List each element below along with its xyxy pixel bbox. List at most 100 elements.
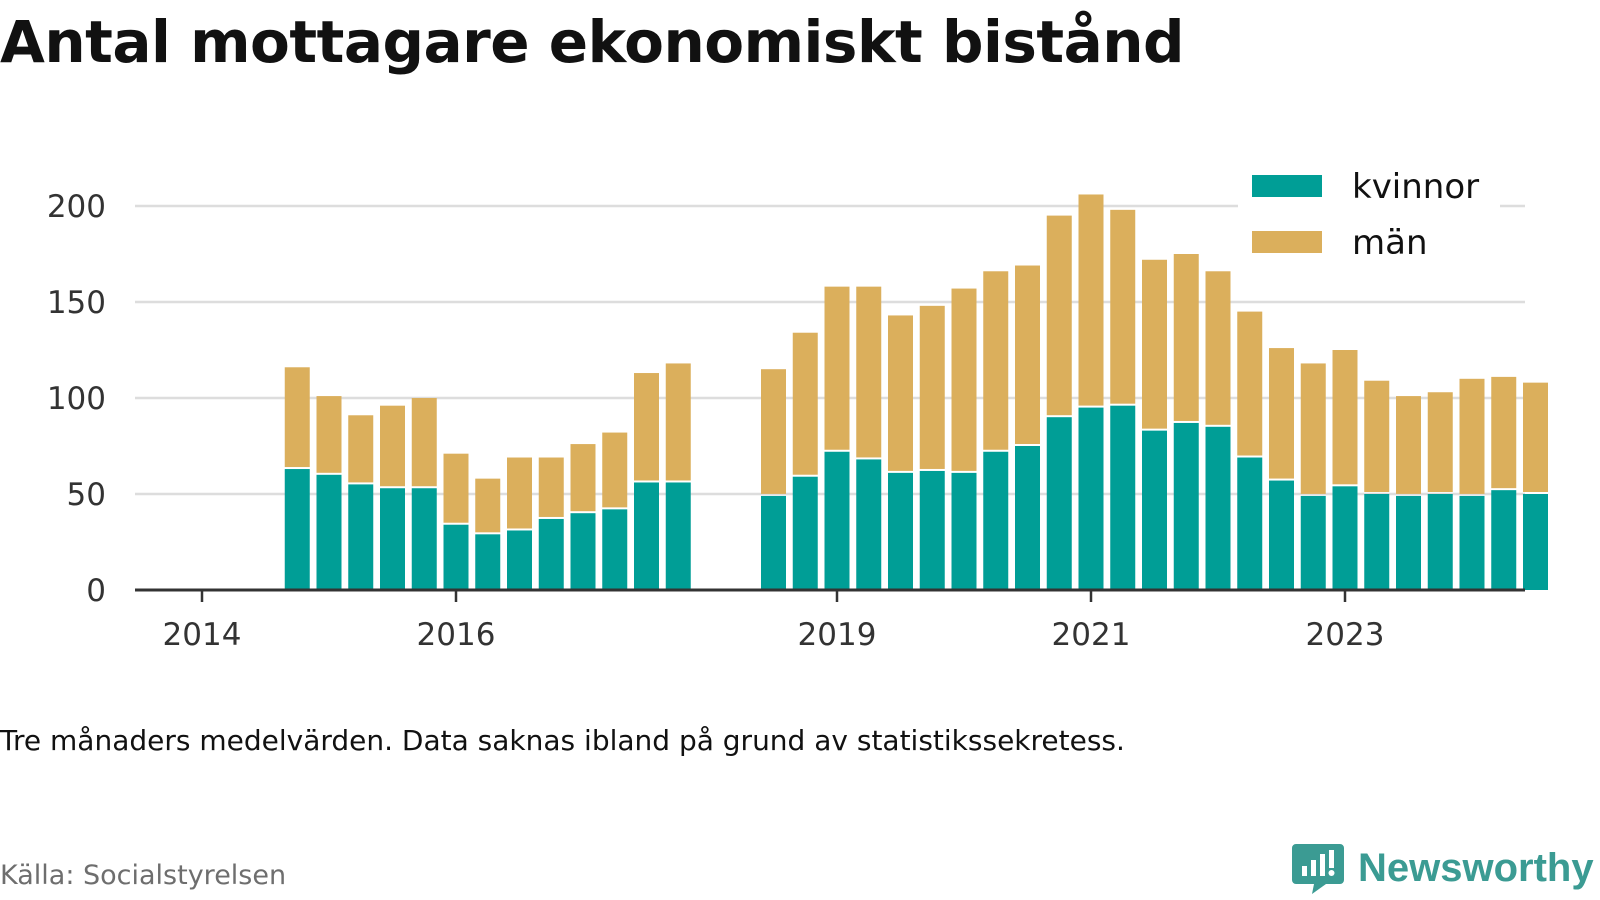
bar-man <box>1110 209 1136 404</box>
bar-man <box>1078 194 1104 406</box>
bar-man <box>602 432 628 508</box>
bar-kvinnor <box>665 482 691 590</box>
legend-label: män <box>1352 223 1428 263</box>
bar-kvinnor <box>538 518 564 590</box>
bar-man <box>983 271 1009 450</box>
bar-man <box>1237 311 1263 456</box>
y-tick-label: 200 <box>47 189 106 225</box>
bar-kvinnor <box>634 482 659 590</box>
bar-man <box>665 363 691 481</box>
bar-man <box>411 398 437 487</box>
bar-kvinnor <box>919 470 945 590</box>
bar-kvinnor <box>888 472 913 590</box>
bar-man <box>1015 265 1040 444</box>
bar-kvinnor <box>951 472 977 590</box>
bar-man <box>348 415 374 483</box>
bar-man <box>1173 254 1199 421</box>
bar-man <box>634 373 659 481</box>
bar-kvinnor <box>316 474 342 590</box>
newsworthy-logo-icon <box>1292 844 1344 894</box>
bar-kvinnor <box>1427 494 1453 590</box>
x-tick-label: 2019 <box>798 617 877 653</box>
bar-man <box>538 457 564 517</box>
bars <box>284 194 1548 590</box>
bar-man <box>856 286 882 458</box>
bar-kvinnor <box>507 530 532 590</box>
bar-man <box>761 369 786 494</box>
x-axis-ticks: 2014 2016 2019 2021 2023 <box>163 590 1384 653</box>
bar-kvinnor <box>1046 417 1072 590</box>
bar-kvinnor <box>761 495 786 590</box>
bar-kvinnor <box>380 488 405 590</box>
legend-swatch <box>1252 231 1322 253</box>
bar-kvinnor <box>983 451 1009 590</box>
bar-man <box>1269 348 1294 479</box>
bar-kvinnor <box>856 459 882 590</box>
bar-man <box>919 305 945 469</box>
brand-name: Newsworthy <box>1358 845 1594 890</box>
bar-kvinnor <box>1142 430 1167 590</box>
legend-swatch <box>1252 175 1322 197</box>
bar-man <box>443 453 469 523</box>
bar-kvinnor <box>1110 405 1136 590</box>
bar-kvinnor <box>1491 490 1517 590</box>
y-tick-label: 150 <box>47 285 106 321</box>
bar-man <box>824 286 850 450</box>
x-tick-label: 2014 <box>163 617 242 653</box>
bar-kvinnor <box>284 469 310 590</box>
bar-man <box>316 396 342 473</box>
bar-kvinnor <box>824 451 850 590</box>
legend: kvinnor män <box>1238 167 1500 278</box>
bar-kvinnor <box>1078 407 1104 590</box>
bar-kvinnor <box>570 513 596 590</box>
bar-kvinnor <box>1300 495 1326 590</box>
bar-man <box>1142 259 1167 429</box>
bar-kvinnor <box>475 534 501 590</box>
bar-kvinnor <box>411 488 437 590</box>
bar-man <box>1046 215 1072 416</box>
source-text: Källa: Socialstyrelsen <box>0 860 287 891</box>
bar-man <box>792 332 818 475</box>
x-tick-label: 2021 <box>1052 617 1131 653</box>
bar-man <box>1364 380 1390 492</box>
bar-kvinnor <box>1205 426 1231 590</box>
bar-kvinnor <box>1364 494 1390 590</box>
x-tick-label: 2016 <box>417 617 496 653</box>
bar-kvinnor <box>792 476 818 590</box>
y-axis-ticks: 0 50 100 150 200 <box>47 189 106 609</box>
bar-kvinnor <box>1173 422 1199 590</box>
bar-kvinnor <box>1459 495 1485 590</box>
legend-label: kvinnor <box>1352 167 1479 207</box>
bar-man <box>1459 378 1485 494</box>
bar-man <box>475 478 501 533</box>
bar-man <box>1300 363 1326 494</box>
page-title: Antal mottagare ekonomiskt bistånd <box>0 8 1185 76</box>
bar-man <box>1491 376 1517 489</box>
chart-note: Tre månaders medelvärden. Data saknas ib… <box>0 724 1125 757</box>
bar-man <box>1427 392 1453 492</box>
bar-man <box>1523 382 1548 492</box>
bar-man <box>380 405 405 487</box>
bar-man <box>1205 271 1231 425</box>
bar-kvinnor <box>1237 457 1263 590</box>
bar-kvinnor <box>1523 494 1548 590</box>
bar-man <box>284 367 310 468</box>
y-tick-label: 0 <box>86 573 106 609</box>
bar-kvinnor <box>443 524 469 590</box>
y-tick-label: 50 <box>67 477 106 513</box>
y-tick-label: 100 <box>47 381 106 417</box>
bar-man <box>570 444 596 512</box>
bar-man <box>507 457 532 529</box>
stacked-bar-chart: 0 50 100 150 200 2014 2016 2019 2021 2023 kvinno… <box>47 167 1548 653</box>
bar-kvinnor <box>1015 446 1040 590</box>
bar-man <box>1332 350 1358 485</box>
bar-kvinnor <box>1332 486 1358 590</box>
bar-man <box>1396 396 1421 494</box>
bar-kvinnor <box>1396 495 1421 590</box>
bar-kvinnor <box>602 509 628 590</box>
bar-man <box>951 288 977 471</box>
bar-man <box>888 315 913 471</box>
brand-logo[interactable]: Newsworthy <box>1290 840 1594 896</box>
bar-kvinnor <box>348 484 374 590</box>
bar-kvinnor <box>1269 480 1294 590</box>
